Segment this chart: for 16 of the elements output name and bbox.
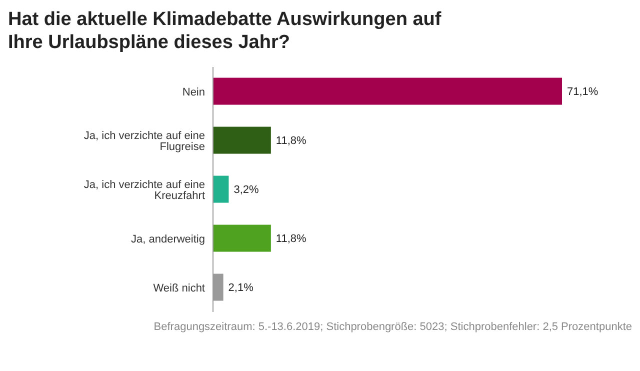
- y-tick-label: Ja, anderweitig: [131, 233, 205, 246]
- bar: [213, 78, 562, 105]
- bar: [213, 126, 271, 154]
- bar: [213, 176, 229, 203]
- data-label: 3,2%: [234, 184, 259, 196]
- chart-title: Hat die aktuelle Klimadebatte Auswirkungen auf Ihre Urlaubspläne dieses Jahr?: [8, 8, 442, 54]
- data-label: 71,1%: [567, 86, 598, 98]
- data-label: 11,8%: [276, 135, 307, 148]
- text: Befragungszeitraum: 5.-13.6.2019; Stichprobengröße: 5023; Stichprobenfehler: 2,5 Prozentpunkte: [152, 321, 632, 333]
- data-label: 11,8%: [276, 233, 307, 246]
- y-tick-label: Ja, ich verzichte auf eine Kreuzfahrt: [84, 178, 205, 202]
- y-tick-label: Nein: [182, 86, 205, 98]
- y-tick-label: Weiß nicht: [153, 282, 205, 294]
- bar: [213, 224, 271, 252]
- y-tick-label: Ja, ich verzichte auf eine Flugreise: [84, 130, 205, 153]
- data-label: 2,1%: [228, 282, 254, 294]
